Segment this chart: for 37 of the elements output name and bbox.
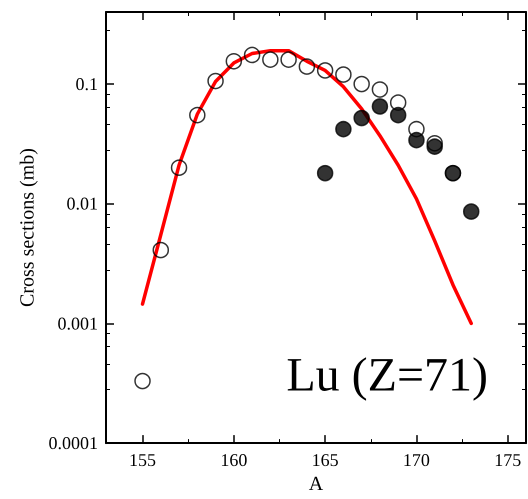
- point: [372, 98, 388, 115]
- point: [226, 53, 242, 70]
- x-axis-title: A: [308, 473, 324, 495]
- point: [152, 242, 170, 258]
- point: [353, 110, 370, 126]
- y-tick-label: 0.0001: [48, 433, 98, 454]
- point: [390, 94, 406, 111]
- point: [408, 120, 425, 138]
- annotation: Lu (Z=71): [286, 348, 488, 402]
- point: [426, 138, 443, 155]
- x-tick-label: 170: [402, 450, 430, 470]
- point: [372, 81, 388, 98]
- y-tick-label: 0.001: [58, 313, 98, 334]
- x-tick-label: 165: [312, 450, 339, 470]
- y-axis-title: Cross sections (mb): [16, 148, 39, 307]
- point: [353, 76, 370, 92]
- x-tick-label: 175: [494, 450, 522, 470]
- point: [170, 159, 188, 176]
- x-tick-label: 160: [220, 450, 248, 470]
- point: [189, 106, 206, 124]
- point: [298, 58, 316, 75]
- point: [244, 46, 260, 64]
- y-tick-label: 0.01: [66, 194, 98, 214]
- point: [462, 203, 480, 220]
- line-series: [140, 48, 473, 326]
- point: [207, 72, 224, 90]
- point: [335, 120, 352, 138]
- x-tick-label: 155: [129, 450, 156, 470]
- y-tick-label: 0.1: [76, 74, 98, 94]
- point: [262, 51, 279, 68]
- point: [390, 106, 406, 124]
- point: [408, 132, 425, 148]
- point: [280, 51, 297, 68]
- point: [134, 372, 151, 390]
- point: [316, 164, 334, 182]
- point: [335, 66, 352, 83]
- point: [316, 62, 334, 79]
